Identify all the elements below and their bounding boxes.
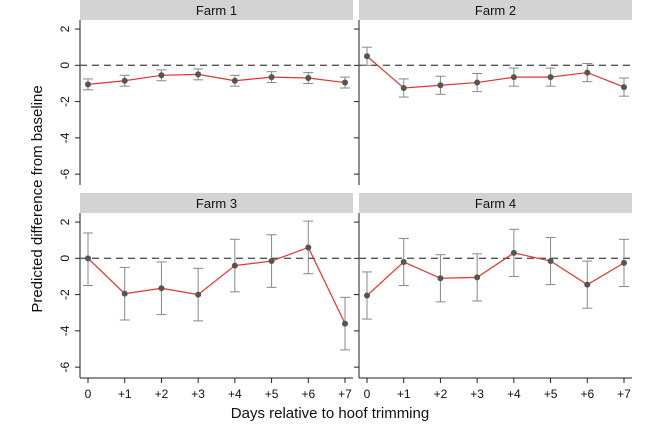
data-point bbox=[621, 259, 627, 266]
series-line bbox=[366, 252, 625, 296]
y-tick-label: -2 bbox=[58, 96, 72, 107]
panel-strip bbox=[359, 193, 632, 213]
x-tick-label: 0 bbox=[85, 387, 92, 401]
data-point bbox=[400, 258, 407, 265]
data-point bbox=[510, 249, 517, 256]
panel-title: Farm 4 bbox=[475, 196, 516, 211]
x-tick-label: +4 bbox=[228, 387, 242, 401]
y-tick-label: 2 bbox=[58, 218, 72, 225]
panel-title: Farm 3 bbox=[196, 196, 237, 211]
x-axis-title: Days relative to hoof trimming bbox=[231, 405, 429, 422]
x-tick-label: 0 bbox=[364, 387, 371, 401]
y-tick-label: 2 bbox=[58, 25, 72, 32]
y-tick-label: 0 bbox=[58, 255, 72, 262]
panel-strip bbox=[80, 193, 353, 213]
data-point bbox=[85, 81, 91, 88]
x-tick-label: +3 bbox=[470, 387, 484, 401]
y-tick-label: -2 bbox=[58, 289, 72, 300]
panel-strip bbox=[359, 0, 632, 20]
data-point bbox=[584, 69, 591, 76]
data-point bbox=[547, 258, 554, 265]
data-point bbox=[474, 79, 481, 86]
x-tick-label: +7 bbox=[617, 387, 631, 401]
data-point bbox=[437, 82, 444, 89]
data-point bbox=[158, 285, 165, 292]
x-tick-label: +6 bbox=[301, 387, 315, 401]
y-axis-title: Predicted difference from baseline bbox=[29, 85, 46, 312]
y-tick-label: -4 bbox=[58, 132, 72, 143]
data-point bbox=[342, 79, 348, 86]
data-point bbox=[547, 74, 554, 81]
x-tick-label: +5 bbox=[544, 387, 558, 401]
data-point bbox=[364, 53, 370, 60]
x-tick-label: +3 bbox=[191, 387, 205, 401]
panel-title: Farm 1 bbox=[196, 3, 237, 18]
y-tick-label: -6 bbox=[58, 361, 72, 372]
data-point bbox=[231, 77, 238, 84]
data-point bbox=[510, 74, 517, 81]
series-line bbox=[87, 246, 346, 324]
y-tick-label: -6 bbox=[58, 168, 72, 179]
data-point bbox=[474, 274, 481, 281]
x-tick-label: +2 bbox=[434, 387, 448, 401]
data-point bbox=[268, 74, 275, 81]
data-point bbox=[342, 320, 348, 327]
data-point bbox=[121, 77, 128, 84]
data-point bbox=[85, 255, 91, 262]
series-line bbox=[366, 55, 625, 89]
x-tick-label: +1 bbox=[118, 387, 132, 401]
panel-strip bbox=[80, 0, 353, 20]
x-tick-label: +7 bbox=[338, 387, 352, 401]
data-point bbox=[437, 275, 444, 282]
x-tick-label: +5 bbox=[265, 387, 279, 401]
x-tick-label: +4 bbox=[507, 387, 521, 401]
series-line bbox=[87, 73, 346, 85]
x-tick-label: +2 bbox=[155, 387, 169, 401]
y-tick-label: -4 bbox=[58, 325, 72, 336]
data-point bbox=[195, 291, 202, 298]
data-point bbox=[195, 71, 202, 78]
data-point bbox=[400, 84, 407, 91]
x-tick-label: +1 bbox=[397, 387, 411, 401]
data-point bbox=[158, 72, 165, 79]
data-point bbox=[121, 290, 128, 297]
data-point bbox=[268, 258, 275, 265]
data-point bbox=[231, 262, 238, 269]
x-tick-label: +6 bbox=[580, 387, 594, 401]
data-point bbox=[305, 75, 312, 82]
data-point bbox=[584, 281, 591, 288]
y-tick-label: 0 bbox=[58, 62, 72, 69]
panel-title: Farm 2 bbox=[475, 3, 516, 18]
data-point bbox=[621, 84, 627, 91]
data-point bbox=[364, 292, 370, 299]
data-point bbox=[305, 244, 312, 251]
